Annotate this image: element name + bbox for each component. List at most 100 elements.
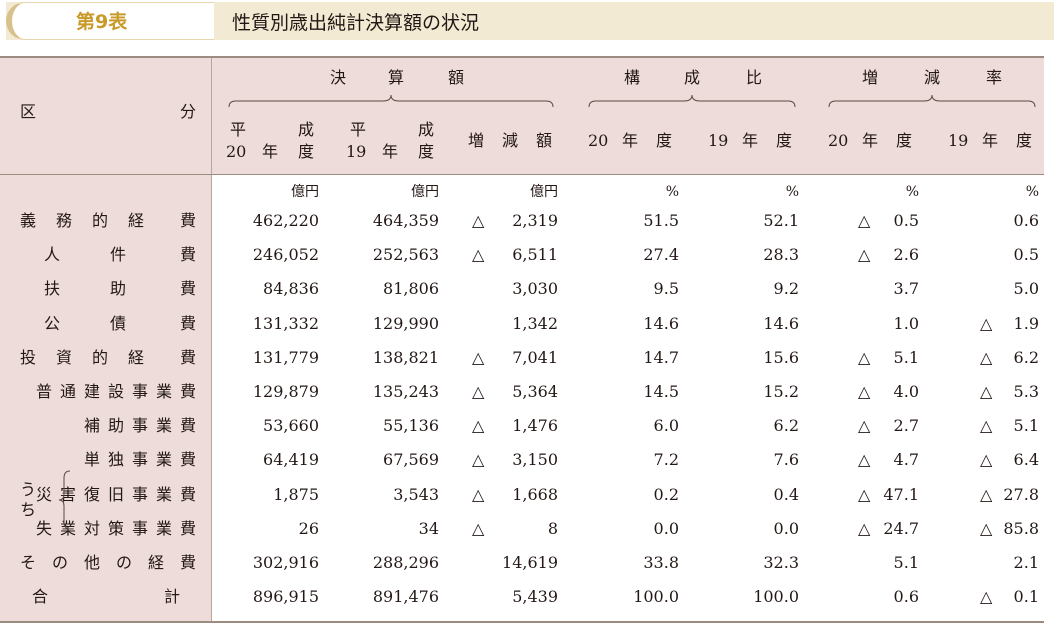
unit-g20: % [905,184,919,200]
cell-r19: 14.6 [763,313,799,333]
row-label-char: 他 [84,553,101,572]
row-label-char: 費 [180,382,197,401]
row-label-char: 義 [20,211,37,230]
cell-r20: 33.8 [643,553,679,572]
col-h20-sei: 成 [298,120,315,139]
cell-r19: 28.3 [763,245,799,265]
cell-h19: 464,359 [372,211,439,230]
grp-amount-char-2: 額 [448,68,465,87]
unit-g19: % [1025,184,1039,200]
cell-h19: 129,990 [372,313,439,333]
cell-h20: 131,332 [252,313,319,333]
grp-rate-char-1: 減 [924,68,941,87]
cell-g20: 0.6 [893,587,919,607]
row-label-char: 業 [156,518,173,538]
table-number: 第9表 [76,11,128,33]
decrease-triangle-mark: △ [858,211,871,230]
cell-h19: 3,543 [393,484,439,504]
decrease-triangle-mark: △ [472,347,485,367]
table-title-bar: 第9表 性質別歳出純計決算額の状況 [6,2,1054,40]
row-label-char: 建 [84,382,101,401]
col-h20-nen: 年 [262,142,279,161]
cell-g19: 6.4 [1013,450,1039,470]
row-label-char: 合 [32,587,49,607]
row-label-char: そ [20,553,37,572]
unit-h19: 億円 [411,184,439,200]
row-label-char: 費 [180,245,197,265]
cell-diff: 1,342 [512,313,558,333]
decrease-triangle-mark: △ [472,245,485,265]
decrease-triangle-mark: △ [980,450,993,470]
row-label-char: 的 [92,211,109,230]
row-label-char: 対 [84,518,101,538]
cell-r19: 6.2 [773,416,799,436]
row-label-char: 災 [36,484,53,504]
cell-r19: 15.2 [763,382,799,401]
row-label-char: 費 [180,484,197,504]
cell-g20: 4.7 [893,450,919,470]
cell-r20: 14.5 [643,382,679,401]
col-r19-part-0: 19 [708,131,729,150]
cell-h20: 131,779 [252,347,319,367]
expenditure-table: 区 分 決算額 構成比 増減率 平 成 20 年 度 平 成 19 年 度 増 … [0,56,1056,623]
col-diff-zo: 増 [468,131,485,150]
row-label-char: 的 [92,347,109,367]
decrease-triangle-mark: △ [472,416,485,436]
cell-diff: 3,030 [512,279,558,299]
col-r20-part-0: 20 [588,131,609,150]
uchi-chi: ち [20,500,37,519]
cell-h20: 64,419 [263,450,319,470]
row-label-char: 件 [110,245,127,265]
cell-r19: 52.1 [763,211,799,230]
grp-ratio-char-2: 比 [746,68,763,87]
decrease-triangle-mark: △ [858,347,871,367]
cell-g19: 2.1 [1013,553,1039,572]
row-label-char: 通 [60,382,77,401]
row-label-char: 費 [180,450,197,470]
decrease-triangle-mark: △ [980,484,993,504]
row-label-char: 費 [180,279,197,299]
row-label-char: 業 [156,416,173,436]
col-diff-gen: 減 [502,131,519,150]
table-title: 性質別歳出純計決算額の状況 [232,12,480,34]
grp-amount-char-1: 算 [388,68,405,87]
uchi-u: う [20,480,37,499]
row-label-char: 経 [128,211,145,230]
brace-ratio [588,94,796,108]
cell-g20: 5.1 [893,553,919,572]
unit-r19: % [785,184,799,200]
cell-h19: 891,476 [372,587,439,607]
cell-h19: 55,136 [383,416,439,436]
cell-h19: 252,563 [372,245,439,265]
row-label-char: 業 [156,450,173,470]
cell-r20: 27.4 [643,245,679,265]
cell-r20: 0.2 [653,484,679,504]
row-label-char: 事 [132,416,149,436]
row-label-char: 経 [128,347,145,367]
cell-r19: 0.0 [773,518,799,538]
cell-h20: 129,879 [252,382,319,401]
decrease-triangle-mark: △ [980,416,993,436]
row-label-char: 費 [180,313,197,333]
col-g19-part-0: 19 [948,131,969,150]
cell-g19: 6.2 [1013,347,1039,367]
cell-r20: 0.0 [653,518,679,538]
decrease-triangle-mark: △ [472,211,485,230]
decrease-triangle-mark: △ [858,382,871,401]
row-label-char: 資 [56,347,73,367]
row-label-char: 事 [132,518,149,538]
col-h20-year: 20 [226,142,247,161]
stub-header-ku: 区 [20,102,37,121]
col-g20-part-2: 度 [896,131,913,150]
unit-h20: 億円 [291,184,319,200]
table-number-badge [6,2,214,40]
decrease-triangle-mark: △ [858,416,871,436]
decrease-triangle-mark: △ [858,484,871,504]
row-label-char: 事 [132,484,149,504]
cell-g19: 5.3 [1013,382,1039,401]
cell-r19: 100.0 [753,587,799,607]
cell-h20: 1,875 [273,484,319,504]
row-label-char: 扶 [44,279,61,299]
stub-column-background [0,57,211,621]
row-label-char: 設 [108,382,125,401]
